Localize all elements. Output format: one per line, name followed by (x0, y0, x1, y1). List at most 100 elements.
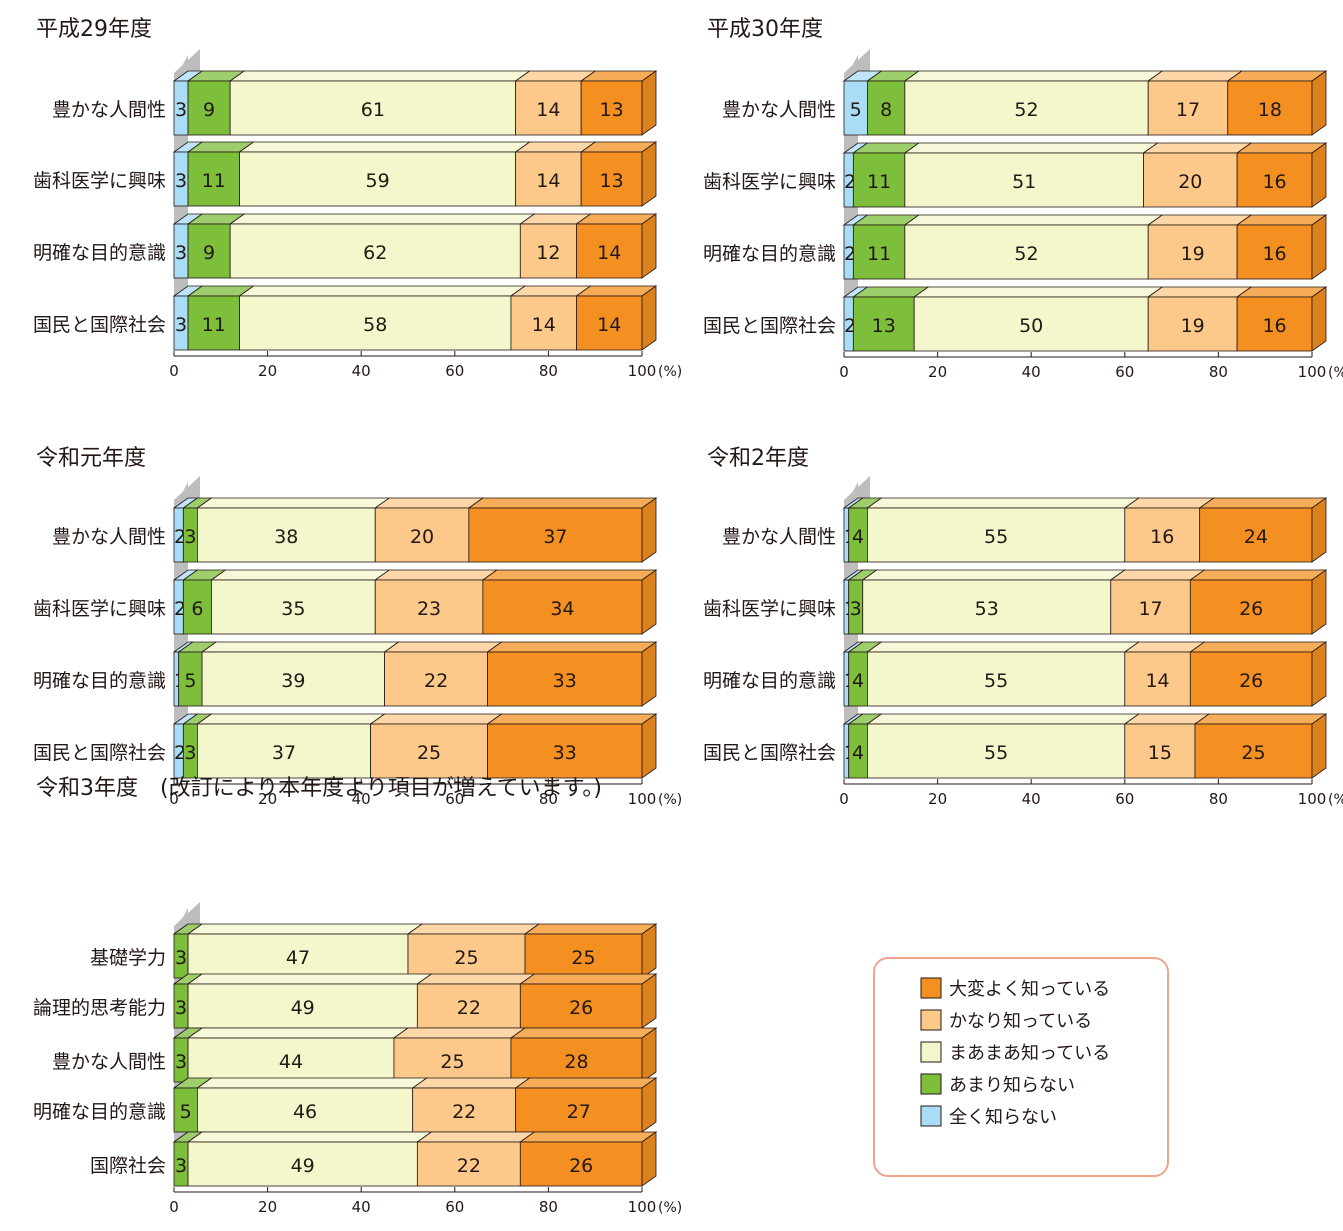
value-label: 14 (532, 314, 556, 336)
bar-segment: 50 (912, 286, 1164, 352)
legend-item: 大変よく知っている (920, 977, 1110, 1000)
bar-segment: 14 (514, 70, 597, 136)
bar-side (1311, 569, 1327, 635)
bar-row: 歯科医学に興味 3 11 59 14 13 (33, 141, 658, 207)
x-tick-label: 40 (352, 362, 371, 380)
value-label: 26 (1239, 670, 1263, 692)
legend-box (873, 957, 1169, 1177)
bar-segment: 44 (186, 1027, 410, 1083)
chart-title: 平成29年度 (36, 17, 152, 42)
x-tick-label: 20 (258, 790, 277, 808)
bar-segment: 53 (861, 569, 1127, 635)
value-label: 14 (597, 242, 621, 264)
bar-segment: 13 (852, 286, 930, 352)
x-tick-label: 80 (539, 362, 558, 380)
value-label: 3 (175, 170, 187, 192)
x-tick-label: 0 (169, 790, 179, 808)
legend-label: 全く知らない (949, 1107, 1057, 1128)
bar-segment: 25 (1193, 713, 1328, 779)
bar-side (1311, 497, 1327, 563)
x-tick-label: 60 (445, 790, 464, 808)
bar-row: 明確な目的意識 2 11 52 19 16 (703, 214, 1328, 280)
bar-side (641, 923, 657, 979)
value-label: 13 (599, 170, 623, 192)
value-label: 25 (440, 1051, 464, 1073)
x-tick-label: 60 (1115, 363, 1134, 381)
bar-segment: 18 (1226, 70, 1328, 136)
value-label: 9 (203, 99, 215, 121)
value-label: 3 (175, 997, 187, 1019)
bar-row: 明確な目的意識14551426 (703, 641, 1328, 707)
bar-segment: 4 (847, 641, 883, 707)
bar-segment: 4 (847, 497, 883, 563)
value-label: 33 (553, 742, 577, 764)
category-label: 国民と国際社会 (703, 742, 836, 764)
bar-segment: 26 (519, 973, 658, 1029)
bar-segment: 3 (847, 569, 878, 635)
bar-side (641, 213, 657, 279)
bar-segment: 55 (866, 713, 1141, 779)
value-label: 39 (281, 670, 305, 692)
legend-item: あまり知らない (920, 1073, 1075, 1096)
x-tick-label: 20 (928, 363, 947, 381)
bar-side (1311, 713, 1327, 779)
bar-segment: 11 (852, 142, 921, 208)
value-label: 25 (571, 947, 595, 969)
category-label: 基礎学力 (90, 947, 166, 969)
bar-segment: 47 (186, 923, 424, 979)
value-label: 37 (272, 742, 296, 764)
bar-side (1311, 70, 1327, 136)
x-tick-label: 80 (1209, 363, 1228, 381)
value-label: 28 (564, 1051, 588, 1073)
bar-segment: 3 (172, 1131, 204, 1187)
bar-row: 国民と国際社会 2 13 50 19 16 (703, 286, 1328, 352)
value-label: 3 (850, 598, 862, 620)
bar-segment: 11 (186, 285, 255, 351)
unit-label: (%) (658, 364, 682, 380)
bar-segment: 37 (467, 497, 658, 563)
bar-segment: 22 (416, 1131, 536, 1187)
value-label: 47 (286, 947, 310, 969)
bar-segment: 35 (210, 569, 391, 635)
legend-label: 大変よく知っている (949, 979, 1110, 1000)
bar-segment: 3 (172, 1027, 204, 1083)
value-label: 52 (1014, 243, 1038, 265)
bar-side (641, 285, 657, 351)
value-label: 37 (543, 526, 567, 548)
x-tick-label: 0 (839, 363, 849, 381)
bar-row: 国民と国際社会14551525 (703, 713, 1328, 779)
bar-segment: 5 (177, 641, 218, 707)
category-label: 豊かな人間性 (722, 526, 836, 548)
bar-side (641, 973, 657, 1029)
value-label: 3 (175, 1155, 187, 1177)
value-label: 55 (984, 526, 1008, 548)
value-label: 4 (852, 670, 864, 692)
bar-segment: 38 (196, 497, 391, 563)
value-label: 3 (184, 742, 196, 764)
bar-segment: 20 (1142, 142, 1253, 208)
value-label: 22 (424, 670, 448, 692)
value-label: 4 (852, 526, 864, 548)
value-label: 14 (1145, 670, 1169, 692)
legend-label: まあまあ知っている (949, 1043, 1110, 1064)
value-label: 38 (274, 526, 298, 548)
value-label: 14 (536, 170, 560, 192)
value-label: 18 (1258, 99, 1282, 121)
chart-title: 令和3年度 (改訂により本年度より項目が増えています。) (36, 776, 602, 801)
legend-label: かなり知っている (949, 1011, 1092, 1032)
bar-segment: 4 (847, 713, 883, 779)
category-label: 明確な目的意識 (33, 242, 166, 264)
bar-segment: 49 (186, 973, 433, 1029)
bar-segment: 3 (172, 141, 204, 207)
bar-segment: 58 (238, 285, 527, 351)
legend-swatch (920, 1073, 942, 1095)
value-label: 46 (293, 1101, 317, 1123)
category-label: 国際社会 (90, 1155, 166, 1177)
category-label: 明確な目的意識 (703, 670, 836, 692)
bar-segment: 51 (903, 142, 1159, 208)
value-label: 49 (291, 1155, 315, 1177)
bar-segment: 28 (509, 1027, 658, 1083)
value-label: 50 (1019, 315, 1043, 337)
value-label: 25 (1241, 742, 1265, 764)
value-label: 27 (567, 1101, 591, 1123)
